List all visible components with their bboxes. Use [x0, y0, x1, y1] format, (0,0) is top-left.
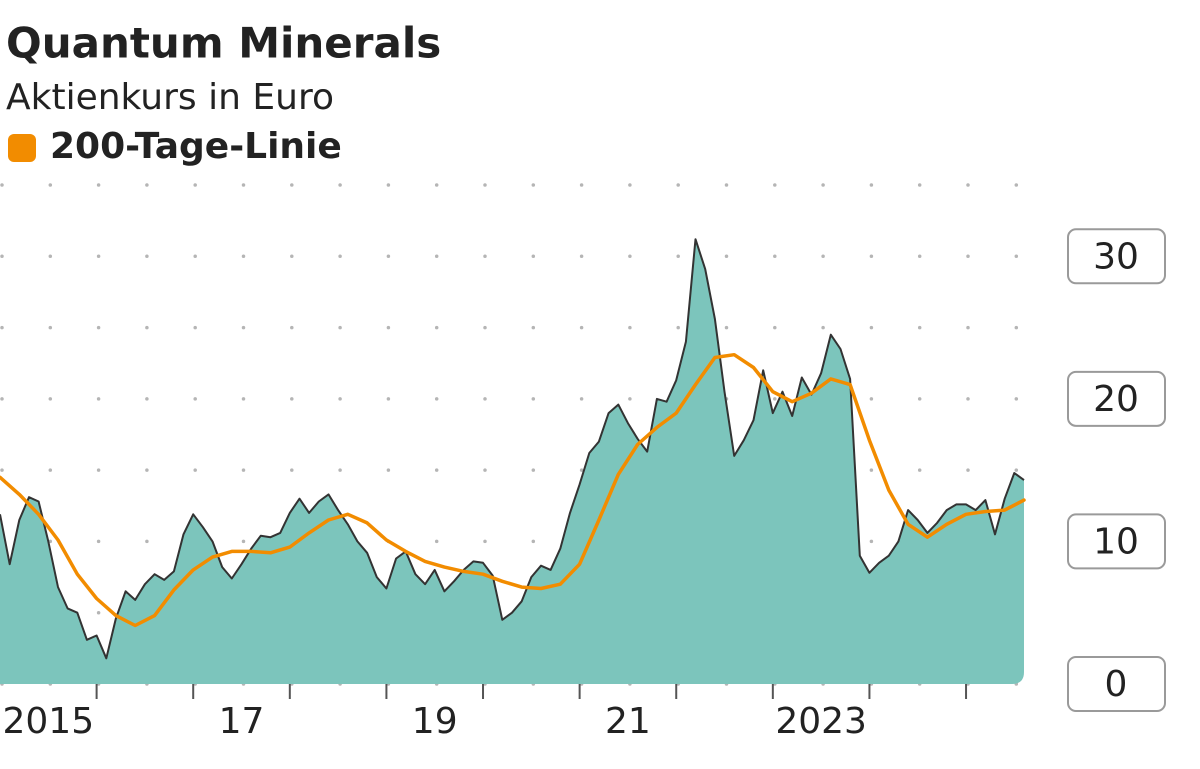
axes: 0 10 20 30 2015 17 19 21 2023	[2, 228, 1166, 742]
x-tick-label: 17	[219, 701, 265, 742]
x-tick-label: 19	[412, 701, 458, 742]
x-tick-label: 21	[605, 701, 651, 742]
y-tick-label: 10	[1093, 521, 1139, 562]
y-tick-box	[1067, 228, 1166, 285]
price-line	[0, 238, 1025, 660]
chart-subtitle: Aktienkurs in Euro	[6, 77, 334, 118]
plot	[0, 238, 1026, 684]
y-tick-label: 30	[1093, 236, 1139, 277]
y-tick-box	[1067, 656, 1166, 712]
x-tick-label: 2015	[2, 701, 94, 742]
y-tick-label: 20	[1093, 379, 1139, 420]
chart-title: Quantum Minerals	[6, 19, 441, 68]
y-tick-label: 0	[1105, 664, 1128, 705]
y-tick-box	[1067, 513, 1166, 570]
area	[0, 239, 1024, 684]
legend-swatch	[8, 134, 36, 162]
moving-average-line	[0, 352, 1026, 628]
legend-label: 200-Tage-Linie	[50, 126, 342, 167]
y-tick-box	[1067, 370, 1166, 427]
x-tick-label: 2023	[775, 701, 867, 742]
legend: 200-Tage-Linie	[8, 126, 342, 167]
